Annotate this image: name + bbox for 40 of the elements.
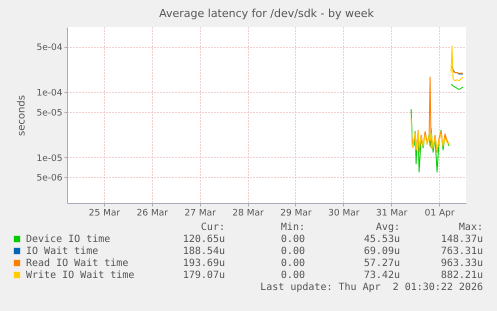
text: 69.09u <box>364 246 400 257</box>
x-tick-label: 27 Mar <box>184 208 216 218</box>
text: 148.37u <box>440 234 483 245</box>
legend-label: Device IO time <box>26 234 110 245</box>
y-tick-label: 1e-04 <box>36 88 63 99</box>
text: 0.00 <box>280 246 305 257</box>
x-tick-label: 26 Mar <box>136 208 168 218</box>
legend-label: IO Wait time <box>26 246 98 257</box>
text: 0.00 <box>280 258 305 269</box>
text: 73.42u <box>364 270 400 281</box>
chart-title: Average latency for /dev/sdk - by week <box>159 7 375 20</box>
x-tick-label: 25 Mar <box>88 208 120 218</box>
text: Max: <box>458 222 483 233</box>
text: 120.65u <box>182 234 225 245</box>
text: Last update: Thu Apr 2 01:30:22 2026 <box>260 282 483 293</box>
y-tick-label: 5e-06 <box>36 174 63 184</box>
legend-label: Read IO Wait time <box>26 258 128 269</box>
x-tick-label: 29 Mar <box>280 208 312 218</box>
text: 882.21u <box>440 270 483 281</box>
text: 763.31u <box>440 246 483 257</box>
y-tick-label: 5e-05 <box>36 108 62 118</box>
text: 45.53u <box>364 234 400 245</box>
y-tick-label: 5e-04 <box>36 43 63 54</box>
text: Cur: <box>200 222 225 233</box>
y-axis-title: seconds <box>16 95 28 136</box>
text: 0.00 <box>280 234 305 245</box>
text: 193.69u <box>182 258 225 269</box>
legend-label: Write IO Wait time <box>26 270 134 281</box>
text: 57.27u <box>364 258 400 269</box>
text: 188.54u <box>182 246 225 257</box>
x-tick-label: 31 Mar <box>376 208 408 218</box>
text: 179.07u <box>182 270 225 281</box>
text: Avg: <box>376 222 400 233</box>
x-tick-label: 01 Apr <box>424 208 455 218</box>
text: 0.00 <box>280 270 305 281</box>
text: 963.33u <box>440 258 483 269</box>
x-tick-label: 30 Mar <box>328 208 360 218</box>
text: Min: <box>280 222 305 233</box>
y-tick-label: 1e-05 <box>36 154 62 164</box>
x-tick-label: 28 Mar <box>232 208 264 218</box>
